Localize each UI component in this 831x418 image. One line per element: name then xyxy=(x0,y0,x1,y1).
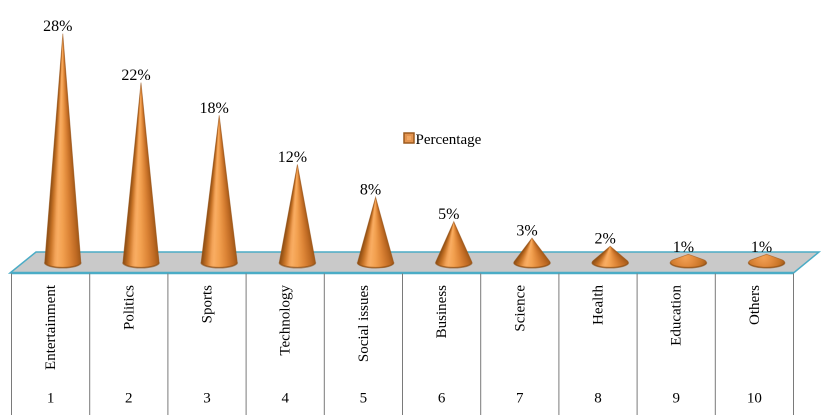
svg-text:Entertainment: Entertainment xyxy=(43,284,59,370)
svg-text:Percentage: Percentage xyxy=(416,132,482,148)
svg-text:Science: Science xyxy=(512,285,528,332)
svg-text:22%: 22% xyxy=(121,67,150,84)
svg-text:2%: 2% xyxy=(595,231,616,248)
svg-text:1%: 1% xyxy=(751,239,772,256)
svg-text:Business: Business xyxy=(434,285,450,339)
svg-text:Politics: Politics xyxy=(121,285,137,330)
svg-text:5: 5 xyxy=(360,391,368,407)
svg-text:3: 3 xyxy=(203,391,211,407)
svg-text:28%: 28% xyxy=(43,18,72,35)
svg-text:9: 9 xyxy=(672,391,680,407)
svg-text:6: 6 xyxy=(438,391,446,407)
svg-text:1: 1 xyxy=(47,391,55,407)
svg-text:Health: Health xyxy=(591,285,607,325)
svg-text:Others: Others xyxy=(747,285,763,325)
svg-text:3%: 3% xyxy=(516,223,537,240)
svg-text:2: 2 xyxy=(125,391,133,407)
svg-text:1%: 1% xyxy=(673,239,694,256)
svg-text:12%: 12% xyxy=(278,149,307,166)
svg-text:4: 4 xyxy=(281,391,289,407)
svg-text:5%: 5% xyxy=(438,206,459,223)
svg-text:8: 8 xyxy=(594,391,602,407)
svg-text:Technology: Technology xyxy=(278,285,294,356)
svg-text:Sports: Sports xyxy=(200,285,216,324)
svg-text:7: 7 xyxy=(516,391,524,407)
svg-text:Social issues: Social issues xyxy=(356,285,372,362)
svg-text:8%: 8% xyxy=(360,182,381,199)
svg-text:10: 10 xyxy=(747,391,762,407)
svg-text:Education: Education xyxy=(669,285,685,346)
svg-text:18%: 18% xyxy=(200,100,229,117)
